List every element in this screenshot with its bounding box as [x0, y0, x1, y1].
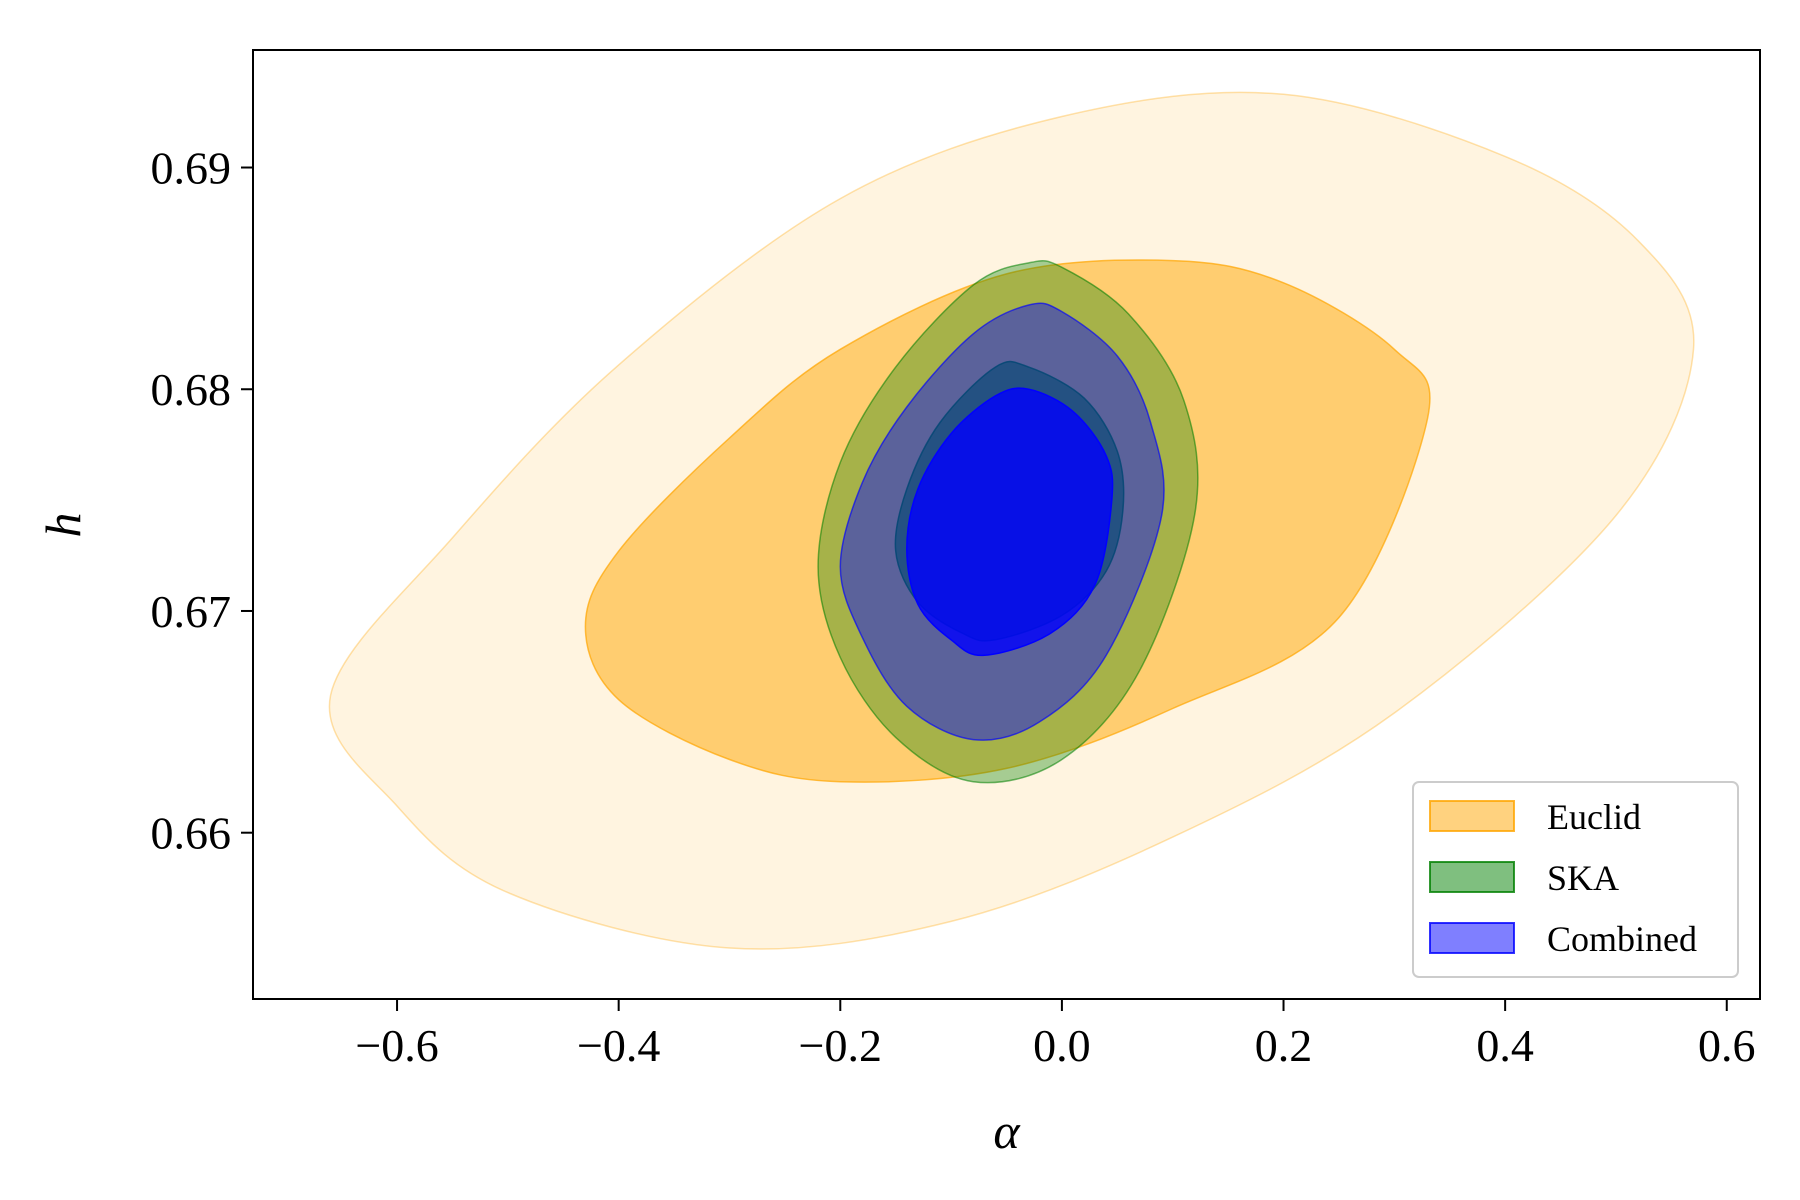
- y-tick-label: 0.66: [151, 808, 232, 859]
- y-axis: 0.66 0.67 0.68 0.69: [151, 143, 253, 859]
- plot-frame: [252, 49, 1761, 1000]
- x-tick-label: 0.2: [1255, 1020, 1313, 1071]
- x-axis: −0.6 −0.4 −0.2 0.0 0.2 0.4 0.6: [355, 999, 1756, 1071]
- x-tick-label: −0.4: [577, 1020, 660, 1071]
- legend: Euclid SKA Combined: [1412, 781, 1739, 978]
- y-tick-label: 0.67: [151, 586, 232, 637]
- x-tick-label: 0.4: [1476, 1020, 1534, 1071]
- legend-swatch-combined: [1429, 922, 1515, 954]
- x-tick-label: 0.6: [1698, 1020, 1756, 1071]
- y-axis-label: h: [35, 513, 91, 538]
- legend-label-ska: SKA: [1547, 858, 1619, 898]
- x-tick-label: 0.0: [1033, 1020, 1091, 1071]
- x-tick-label: −0.2: [799, 1020, 882, 1071]
- x-tick-label: −0.6: [355, 1020, 438, 1071]
- x-axis-label: α: [993, 1103, 1021, 1159]
- series-combined: [839, 302, 1165, 741]
- legend-swatch-ska: [1429, 861, 1515, 893]
- contour-combined-1-sigma: [906, 387, 1114, 657]
- y-tick-label: 0.68: [151, 364, 232, 415]
- legend-label-combined: Combined: [1547, 919, 1697, 959]
- y-tick-label: 0.69: [151, 143, 232, 194]
- contour-layer: [328, 91, 1695, 950]
- legend-label-euclid: Euclid: [1547, 797, 1641, 837]
- legend-swatch-euclid: [1429, 800, 1515, 832]
